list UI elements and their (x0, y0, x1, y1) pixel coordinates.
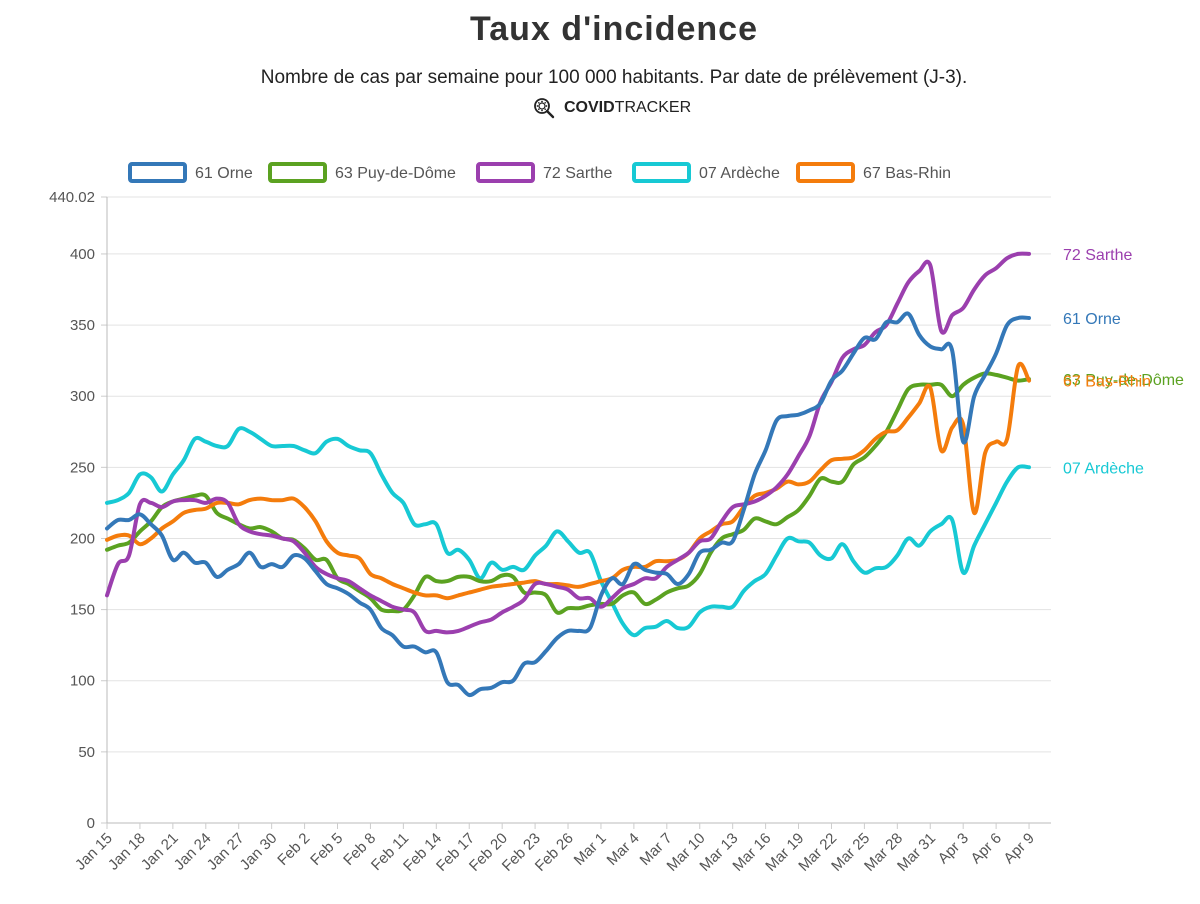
series-line (105, 371, 1031, 615)
series-end-label: 07 Ardèche (1063, 460, 1144, 477)
y-tick-label: 300 (70, 388, 95, 405)
brand-regular-text: TRACKER (614, 99, 692, 116)
covidtracker-logo: COVID TRACKER (532, 96, 691, 120)
x-tick-label: Apr 3 (935, 830, 972, 867)
y-tick-label: 150 (70, 602, 95, 619)
series-line (105, 311, 1031, 698)
y-tick-label: 440.02 (49, 189, 95, 206)
y-tick-label: 350 (70, 317, 95, 334)
y-tick-label: 250 (70, 459, 95, 476)
virus-magnifier-icon (534, 98, 555, 119)
brand-bold-text: COVID (564, 99, 615, 116)
legend-swatch (476, 162, 535, 183)
y-tick-label: 50 (78, 744, 95, 761)
x-tick-label: Feb 2 (274, 830, 313, 869)
legend-label: 07 Ardèche (699, 165, 780, 182)
legend-label: 72 Sarthe (543, 165, 612, 182)
chart-subtitle: Nombre de cas par semaine pour 100 000 h… (260, 67, 968, 88)
x-tick-label: Mar 1 (571, 830, 610, 869)
x-tick-label: Apr 6 (968, 830, 1005, 867)
series-end-label: 61 Orne (1063, 311, 1121, 328)
legend-swatch (632, 162, 691, 183)
series-line (105, 251, 1031, 635)
y-tick-label: 400 (70, 246, 95, 263)
legend-swatch (796, 162, 855, 183)
series-line (105, 362, 1031, 601)
legend-label: 67 Bas-Rhin (863, 165, 951, 182)
legend-label: 61 Orne (195, 165, 253, 182)
chart-title: Taux d'incidence (470, 10, 758, 48)
legend-label: 63 Puy-de-Dôme (335, 165, 456, 182)
series-line (105, 426, 1031, 638)
x-tick-label: Apr 9 (1000, 830, 1037, 867)
y-tick-label: 200 (70, 530, 95, 547)
legend-swatch (128, 162, 187, 183)
series-end-label: 67 Bas-Rhin (1063, 374, 1151, 391)
x-tick-label: Jan 30 (237, 830, 281, 874)
x-tick-label: Feb 5 (307, 830, 346, 869)
y-tick-label: 0 (87, 815, 95, 832)
x-tick-label: Mar 4 (604, 830, 643, 869)
legend-swatch (268, 162, 327, 183)
y-tick-label: 100 (70, 673, 95, 690)
series-end-label: 72 Sarthe (1063, 247, 1132, 264)
series-end-label: 63 Puy-de-Dôme (1063, 372, 1184, 389)
